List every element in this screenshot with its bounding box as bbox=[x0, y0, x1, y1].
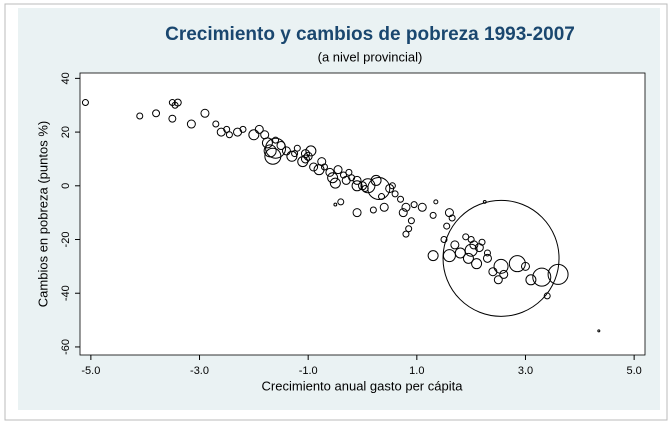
bubble bbox=[482, 200, 487, 204]
bubble bbox=[464, 243, 478, 257]
bubble bbox=[329, 177, 341, 189]
bubble bbox=[499, 269, 509, 279]
bubble bbox=[398, 208, 408, 218]
x-tick-label: -3.0 bbox=[190, 365, 209, 377]
bubble bbox=[171, 101, 179, 109]
bubble bbox=[348, 174, 356, 182]
y-tick-label: 0 bbox=[60, 183, 72, 189]
bubble bbox=[493, 275, 503, 285]
bubble bbox=[300, 149, 310, 159]
bubble bbox=[225, 131, 233, 139]
bubble bbox=[397, 195, 405, 203]
bubble bbox=[333, 165, 343, 175]
bubble bbox=[462, 233, 470, 241]
bubble bbox=[352, 208, 362, 218]
bubble bbox=[471, 258, 483, 270]
bubble bbox=[462, 252, 474, 264]
bubble bbox=[200, 108, 210, 118]
bubble bbox=[152, 109, 161, 118]
bubble bbox=[478, 238, 486, 246]
bubble bbox=[281, 146, 291, 156]
x-tick-label: -5.0 bbox=[81, 365, 100, 377]
bubble bbox=[448, 214, 456, 222]
bubble bbox=[367, 176, 391, 200]
y-tick-label: -40 bbox=[60, 285, 72, 301]
bubble bbox=[402, 230, 410, 238]
bubble bbox=[305, 145, 317, 157]
bubble bbox=[433, 199, 439, 205]
x-axis-title: Crecimiento anual gasto per cápita bbox=[262, 378, 464, 393]
bubble bbox=[427, 250, 439, 262]
bubble bbox=[525, 274, 537, 286]
bubble bbox=[401, 202, 411, 212]
bubble bbox=[261, 137, 273, 149]
bubble bbox=[391, 190, 399, 198]
bubble bbox=[410, 201, 418, 209]
bubble bbox=[379, 202, 389, 212]
bubble bbox=[352, 175, 362, 185]
bubble bbox=[429, 211, 437, 219]
bubble bbox=[467, 236, 475, 244]
y-tick-label: -60 bbox=[60, 339, 72, 355]
bubble bbox=[339, 171, 347, 179]
bubble bbox=[440, 236, 448, 244]
bubble bbox=[474, 243, 484, 253]
x-tick-label: 5.0 bbox=[626, 365, 641, 377]
bubble bbox=[248, 129, 260, 141]
plot-region bbox=[79, 72, 646, 356]
bubble bbox=[405, 225, 413, 233]
bubble bbox=[345, 168, 353, 176]
bubble bbox=[483, 249, 491, 257]
bubble bbox=[493, 258, 509, 274]
y-axis-title: Cambios en pobreza (puntos %) bbox=[35, 121, 50, 307]
bubble bbox=[291, 150, 299, 158]
x-tick-label: -1.0 bbox=[299, 365, 318, 377]
bubble bbox=[508, 255, 526, 273]
y-tick-label: 40 bbox=[60, 72, 72, 84]
bubble bbox=[168, 114, 177, 123]
y-tick-label: -20 bbox=[60, 232, 72, 248]
bubble bbox=[369, 206, 377, 214]
bubble bbox=[532, 267, 552, 287]
bubble bbox=[309, 162, 319, 172]
x-tick-label: 1.0 bbox=[409, 365, 424, 377]
bubble bbox=[293, 144, 301, 152]
bubble bbox=[272, 136, 280, 144]
bubble bbox=[136, 112, 144, 120]
bubble bbox=[325, 167, 335, 177]
bubble bbox=[351, 180, 363, 192]
bubble bbox=[378, 193, 386, 201]
chart-title: Crecimiento y cambios de pobreza 1993-20… bbox=[165, 24, 575, 45]
bubble bbox=[186, 119, 196, 129]
bubble bbox=[388, 182, 396, 190]
bubble bbox=[417, 202, 427, 212]
bubble bbox=[543, 292, 551, 300]
bubble bbox=[239, 125, 247, 133]
bubble bbox=[303, 151, 313, 161]
y-tick-label: 20 bbox=[60, 126, 72, 138]
bubble bbox=[81, 99, 89, 107]
chart-subtitle: (a nivel provincial) bbox=[318, 49, 423, 64]
bubble bbox=[597, 329, 601, 333]
bubble bbox=[547, 263, 569, 285]
bubble bbox=[337, 198, 345, 206]
bubble bbox=[327, 172, 339, 184]
bubble bbox=[407, 217, 415, 225]
bubble bbox=[286, 150, 298, 162]
bubble bbox=[223, 125, 231, 133]
bubble bbox=[450, 240, 460, 250]
bubble bbox=[520, 261, 530, 271]
bubble bbox=[320, 163, 328, 171]
bubble bbox=[300, 154, 310, 164]
bubble bbox=[443, 222, 451, 230]
bubble bbox=[254, 124, 264, 134]
bubble bbox=[212, 120, 220, 128]
bubble bbox=[442, 199, 560, 317]
bubble bbox=[333, 202, 338, 207]
x-tick-label: 3.0 bbox=[518, 365, 533, 377]
bubble bbox=[482, 253, 492, 263]
bubble bbox=[265, 137, 287, 159]
